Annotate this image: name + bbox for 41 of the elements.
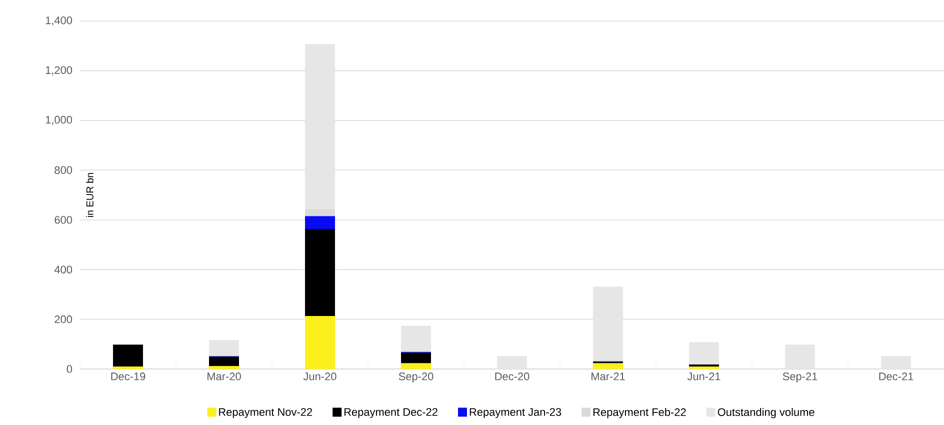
y-axis-title: in EUR bn xyxy=(86,172,94,218)
bar xyxy=(689,342,720,365)
bar xyxy=(209,356,239,366)
bar xyxy=(305,44,335,210)
bar xyxy=(497,356,528,369)
y-tick-label: 1,400 xyxy=(46,16,72,26)
x-tick-label: Sep-21 xyxy=(782,372,818,382)
y-tick-label: 1,000 xyxy=(46,116,72,125)
bar xyxy=(401,352,431,364)
x-tick-label: Mar-20 xyxy=(208,372,241,380)
bar xyxy=(305,229,335,316)
legend-label: Repayment Feb-22 xyxy=(593,408,686,418)
y-tick-label: 0 xyxy=(66,365,72,373)
bar xyxy=(113,344,143,367)
bar xyxy=(401,363,431,369)
legend-label: Repayment Dec-22 xyxy=(344,408,438,418)
bar xyxy=(305,209,335,216)
bar xyxy=(785,344,816,369)
x-tick-label: Jun-21 xyxy=(687,372,720,380)
bar xyxy=(305,316,335,369)
bar xyxy=(305,216,335,230)
x-tick-label: Dec-20 xyxy=(495,372,530,380)
legend-label: Repayment Jan-23 xyxy=(470,408,562,418)
legend-label: Repayment Nov-22 xyxy=(219,408,312,418)
x-tick-label: Dec-21 xyxy=(879,372,914,380)
x-tick-label: Dec-19 xyxy=(111,372,146,380)
y-tick-label: 400 xyxy=(54,266,72,274)
y-tick-label: 600 xyxy=(54,216,72,224)
bar xyxy=(881,356,912,369)
x-tick-label: Jun-20 xyxy=(303,372,336,380)
x-tick-label: Sep-20 xyxy=(398,372,434,382)
bar xyxy=(401,326,431,352)
x-tick-label: Mar-21 xyxy=(592,372,625,380)
bar xyxy=(593,286,624,362)
bar xyxy=(593,363,624,369)
bar xyxy=(209,366,239,369)
y-tick-label: 800 xyxy=(54,166,72,174)
y-tick-label: 1,200 xyxy=(46,66,72,76)
y-tick-label: 200 xyxy=(54,315,72,324)
legend-label: Outstanding volume xyxy=(718,408,814,418)
bar xyxy=(209,340,239,356)
